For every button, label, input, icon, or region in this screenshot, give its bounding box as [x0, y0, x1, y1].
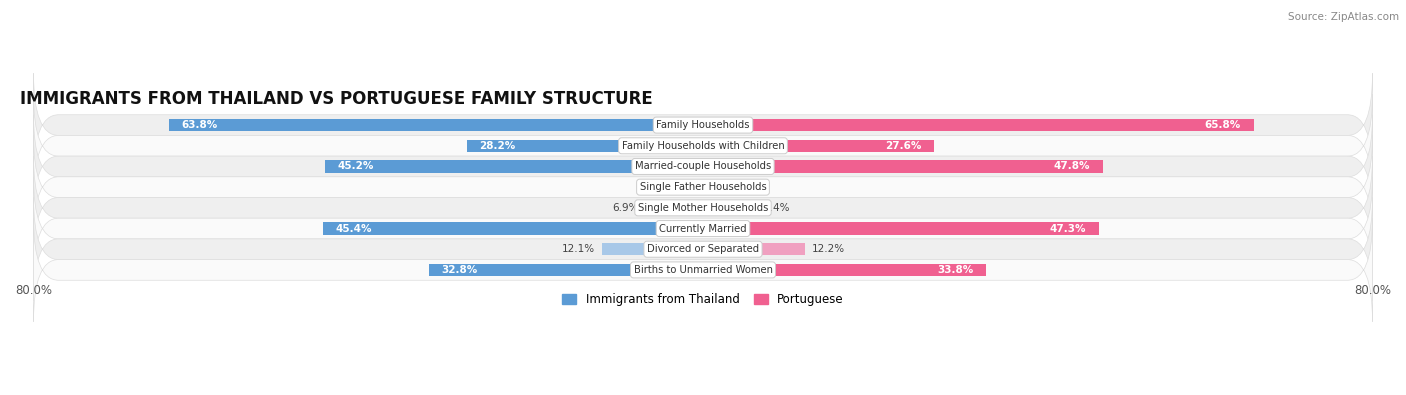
Bar	[602, 243, 703, 256]
Text: 2.5%: 2.5%	[650, 182, 675, 192]
Bar	[645, 201, 703, 214]
Text: Divorced or Separated: Divorced or Separated	[647, 244, 759, 254]
Bar	[703, 201, 756, 214]
Bar	[682, 181, 703, 194]
Bar	[429, 264, 703, 276]
Bar	[169, 119, 703, 131]
FancyBboxPatch shape	[34, 198, 1372, 301]
Text: 27.6%: 27.6%	[884, 141, 921, 151]
Text: 45.4%: 45.4%	[336, 224, 373, 233]
Bar	[325, 160, 703, 173]
FancyBboxPatch shape	[34, 115, 1372, 218]
Text: 65.8%: 65.8%	[1205, 120, 1241, 130]
FancyBboxPatch shape	[34, 177, 1372, 280]
Text: IMMIGRANTS FROM THAILAND VS PORTUGUESE FAMILY STRUCTURE: IMMIGRANTS FROM THAILAND VS PORTUGUESE F…	[20, 90, 652, 107]
Legend: Immigrants from Thailand, Portuguese: Immigrants from Thailand, Portuguese	[557, 288, 849, 311]
Text: Family Households: Family Households	[657, 120, 749, 130]
Text: 28.2%: 28.2%	[479, 141, 516, 151]
Text: 47.3%: 47.3%	[1050, 224, 1087, 233]
Bar	[467, 139, 703, 152]
FancyBboxPatch shape	[34, 135, 1372, 239]
Text: 2.5%: 2.5%	[731, 182, 756, 192]
Text: 32.8%: 32.8%	[441, 265, 477, 275]
FancyBboxPatch shape	[34, 73, 1372, 177]
Text: Single Mother Households: Single Mother Households	[638, 203, 768, 213]
Text: 6.4%: 6.4%	[763, 203, 790, 213]
Bar	[703, 243, 806, 256]
Bar	[703, 264, 986, 276]
Text: 33.8%: 33.8%	[936, 265, 973, 275]
Bar	[703, 181, 724, 194]
Text: 45.2%: 45.2%	[337, 162, 374, 171]
Text: 12.1%: 12.1%	[562, 244, 595, 254]
FancyBboxPatch shape	[34, 218, 1372, 322]
Bar	[703, 160, 1104, 173]
Text: Married-couple Households: Married-couple Households	[636, 162, 770, 171]
Bar	[323, 222, 703, 235]
Text: 63.8%: 63.8%	[181, 120, 218, 130]
Text: 6.9%: 6.9%	[612, 203, 638, 213]
FancyBboxPatch shape	[34, 94, 1372, 198]
Bar	[703, 222, 1099, 235]
FancyBboxPatch shape	[34, 156, 1372, 260]
Text: 12.2%: 12.2%	[811, 244, 845, 254]
Bar	[703, 119, 1254, 131]
Text: Births to Unmarried Women: Births to Unmarried Women	[634, 265, 772, 275]
Text: Currently Married: Currently Married	[659, 224, 747, 233]
Bar	[703, 139, 934, 152]
Text: Family Households with Children: Family Households with Children	[621, 141, 785, 151]
Text: Source: ZipAtlas.com: Source: ZipAtlas.com	[1288, 12, 1399, 22]
Text: 47.8%: 47.8%	[1054, 162, 1091, 171]
Text: Single Father Households: Single Father Households	[640, 182, 766, 192]
